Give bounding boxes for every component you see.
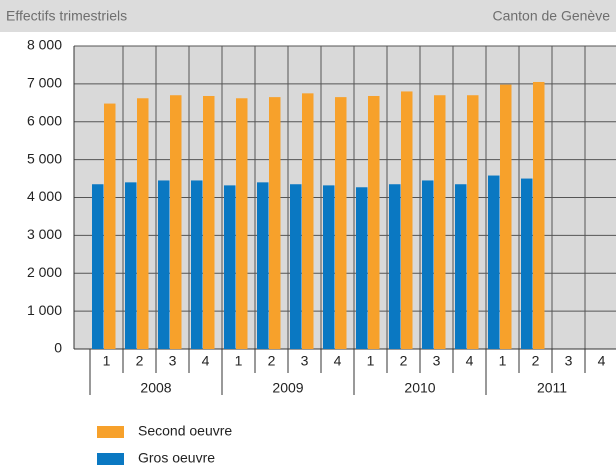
bar [521, 178, 533, 349]
y-tick-label: 8 000 [27, 37, 62, 53]
bar [137, 98, 149, 349]
x-tick-label: 3 [169, 353, 177, 369]
bar [257, 182, 269, 349]
bar [236, 98, 248, 349]
x-group-label: 2011 [537, 380, 567, 396]
bar [269, 97, 281, 349]
x-tick-label: 2 [400, 353, 408, 369]
bar [356, 187, 368, 349]
y-tick-label: 5 000 [27, 150, 62, 166]
x-tick-label: 3 [565, 353, 573, 369]
x-tick-label: 1 [235, 353, 243, 369]
x-tick-label: 3 [433, 353, 441, 369]
bar [323, 185, 335, 349]
x-group-label: 2010 [404, 380, 435, 396]
y-tick-label: 1 000 [27, 302, 62, 318]
bar [170, 95, 182, 349]
x-tick-label: 4 [334, 353, 342, 369]
y-tick-label: 4 000 [27, 188, 62, 204]
chart-title: Effectifs trimestriels [6, 8, 127, 24]
bar [302, 93, 314, 349]
x-tick-label: 1 [103, 353, 111, 369]
bar [401, 91, 413, 349]
legend-label: Gros oeuvre [138, 450, 215, 466]
legend-label: Second oeuvre [138, 423, 232, 439]
y-tick-label: 2 000 [27, 264, 62, 280]
y-tick-label: 3 000 [27, 226, 62, 242]
bar [335, 97, 347, 349]
bar [290, 184, 302, 349]
x-tick-label: 2 [532, 353, 540, 369]
bar [125, 182, 137, 349]
bar [368, 95, 380, 350]
bar [467, 95, 479, 349]
header-bar [0, 0, 616, 32]
bar [158, 180, 170, 349]
x-tick-label: 4 [598, 353, 606, 369]
x-tick-label: 4 [202, 353, 210, 369]
bar [533, 81, 545, 349]
x-tick-label: 1 [367, 353, 375, 369]
bar [500, 84, 512, 349]
bar [422, 180, 434, 349]
y-tick-label: 0 [54, 340, 62, 356]
x-tick-label: 3 [301, 353, 309, 369]
bar [104, 103, 116, 349]
x-tick-label: 1 [499, 353, 507, 369]
y-tick-label: 6 000 [27, 112, 62, 128]
bar [224, 185, 236, 349]
bar [434, 95, 446, 349]
x-tick-label: 4 [466, 353, 474, 369]
y-tick-label: 7 000 [27, 75, 62, 91]
x-tick-label: 2 [268, 353, 276, 369]
legend-swatch [97, 426, 124, 438]
bar [488, 175, 500, 349]
bar [455, 184, 467, 349]
bar [389, 184, 401, 349]
x-group-label: 2009 [272, 380, 303, 396]
bar [203, 95, 215, 350]
bar [191, 180, 203, 349]
legend-swatch [97, 453, 124, 465]
bar [92, 184, 104, 349]
chart-subtitle: Canton de Genève [492, 8, 610, 24]
x-group-label: 2008 [140, 380, 171, 396]
x-tick-label: 2 [136, 353, 144, 369]
